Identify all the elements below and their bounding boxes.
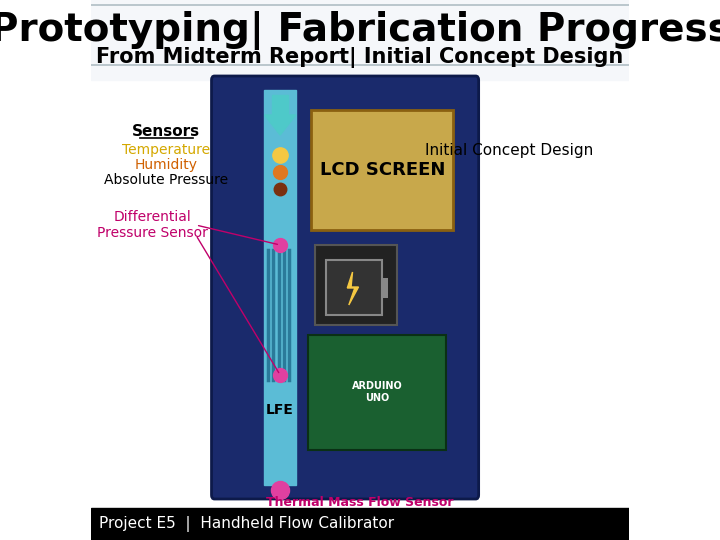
- Text: Thermal Mass Flow Sensor: Thermal Mass Flow Sensor: [266, 496, 454, 509]
- Text: LCD SCREEN: LCD SCREEN: [320, 161, 445, 179]
- Bar: [272, 95, 289, 115]
- Bar: [326, 260, 382, 315]
- Text: Differential
Pressure Sensor: Differential Pressure Sensor: [97, 210, 208, 240]
- Bar: [307, 335, 446, 450]
- Text: Sensors: Sensors: [132, 125, 200, 139]
- FancyBboxPatch shape: [212, 76, 479, 499]
- Bar: [312, 110, 454, 230]
- Text: Humidity: Humidity: [135, 158, 197, 172]
- Text: Project E5  |  Handheld Flow Calibrator: Project E5 | Handheld Flow Calibrator: [99, 516, 394, 532]
- Text: Initial Concept Design: Initial Concept Design: [425, 143, 593, 158]
- Text: LFE: LFE: [266, 403, 294, 417]
- Bar: [91, 508, 629, 540]
- Text: Absolute Pressure: Absolute Pressure: [104, 173, 228, 187]
- Text: Prototyping| Fabrication Progress: Prototyping| Fabrication Progress: [0, 10, 720, 50]
- Bar: [91, 0, 629, 80]
- Bar: [382, 278, 388, 298]
- Bar: [264, 90, 296, 485]
- Text: From Midterm Report| Initial Concept Design: From Midterm Report| Initial Concept Des…: [96, 48, 624, 69]
- Text: ARDUINO
UNO: ARDUINO UNO: [352, 381, 402, 403]
- Text: Temperature: Temperature: [122, 143, 210, 157]
- Polygon shape: [347, 272, 359, 305]
- Bar: [315, 245, 397, 325]
- Polygon shape: [264, 115, 296, 135]
